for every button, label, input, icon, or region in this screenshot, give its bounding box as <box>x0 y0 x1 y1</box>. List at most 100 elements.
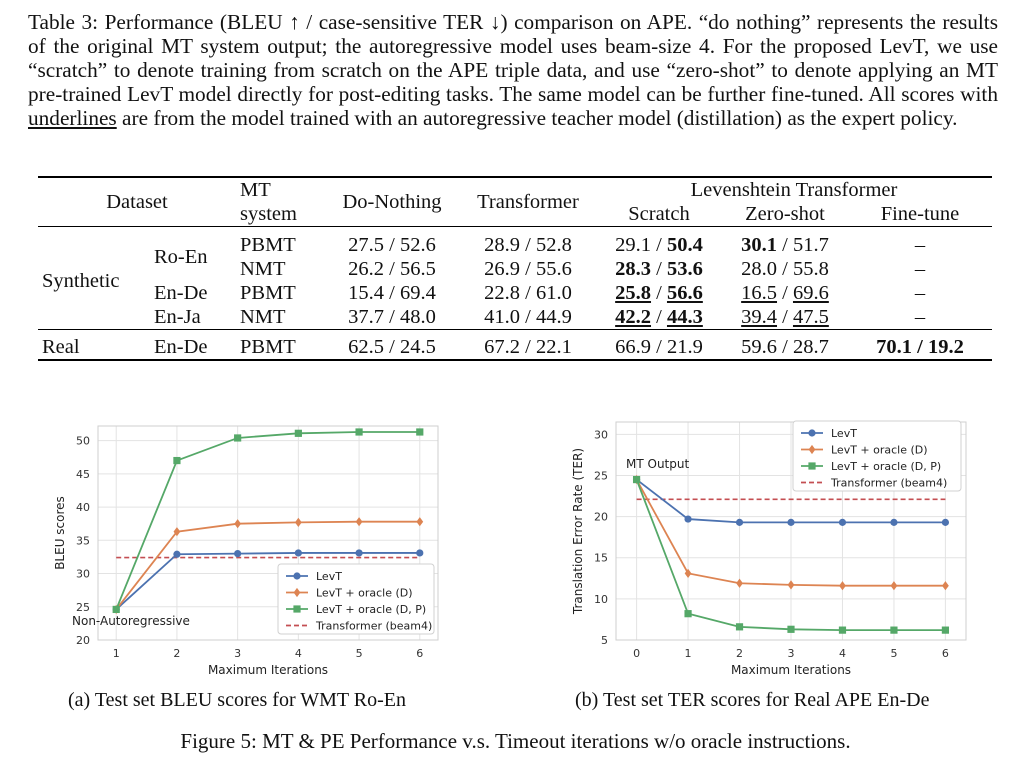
y-tick-label: 30 <box>76 568 90 581</box>
x-tick-label: 2 <box>173 647 180 660</box>
data-point <box>839 581 846 591</box>
pair-cell: En-Ja <box>154 305 201 328</box>
scratch-cell: 25.8 / 56.6 <box>615 281 703 304</box>
zero-shot-cell: 59.6 / 28.7 <box>741 336 829 358</box>
legend-marker <box>808 429 816 437</box>
scratch-cell: 29.1 / 50.4 <box>615 233 703 256</box>
subcaption-a: (a) Test set BLEU scores for WMT Ro-En <box>68 689 406 711</box>
x-tick-label: 6 <box>942 647 949 660</box>
data-point <box>736 578 743 588</box>
zero-shot-cell: 39.4 / 47.5 <box>741 305 829 328</box>
transformer-cell: 28.9 / 52.8 <box>484 233 572 256</box>
plot-frame <box>615 421 967 641</box>
zero-shot-cell: 16.5 / 69.6 <box>741 281 829 304</box>
x-tick-label: 4 <box>295 647 302 660</box>
series-line <box>115 520 420 610</box>
data-point <box>632 475 641 484</box>
y-axis-label: Translation Error Rate (TER) <box>571 448 585 615</box>
y-tick-label: 25 <box>76 601 90 614</box>
subcaption-b: (b) Test set TER scores for Real APE En-… <box>575 689 930 711</box>
data-point <box>890 581 898 591</box>
data-point <box>294 517 302 527</box>
legend-marker <box>808 444 816 455</box>
header-transformer: Transformer <box>477 191 579 213</box>
system-cell: NMT <box>240 305 286 328</box>
legend-label: LevT <box>831 427 857 440</box>
caption-underline-word: underlines <box>28 106 117 130</box>
data-point <box>942 581 949 591</box>
x-axis-label: Maximum Iterations <box>208 663 328 677</box>
scratch-cell: 66.9 / 21.9 <box>615 336 703 358</box>
header-fine-tune: Fine-tune <box>880 203 960 225</box>
header-levt: Levenshtein Transformer <box>690 179 898 201</box>
scratch-cell: 28.3 / 53.6 <box>615 257 703 280</box>
data-point <box>234 519 242 529</box>
series-line <box>115 552 420 611</box>
system-cell: PBMT <box>240 233 296 256</box>
legend-marker <box>293 572 301 580</box>
synthetic-label: Synthetic <box>42 269 120 292</box>
data-point <box>941 518 950 526</box>
fine-tune-cell: – <box>914 305 926 328</box>
data-point <box>735 623 744 631</box>
data-point <box>684 515 692 523</box>
caption-text-2: are from the model trained with an autor… <box>116 106 958 130</box>
data-point <box>173 456 181 465</box>
legend-marker <box>293 605 301 613</box>
x-tick-label: 1 <box>685 647 692 660</box>
zero-shot-cell: 28.0 / 55.8 <box>741 257 829 280</box>
system-cell: PBMT <box>240 281 296 304</box>
y-tick-label: 5 <box>601 634 608 647</box>
plot-frame <box>97 425 439 641</box>
x-tick-label: 3 <box>788 647 795 660</box>
results-table: Dataset MT Do-Nothing Transformer Levens… <box>38 176 992 361</box>
x-tick-label: 2 <box>736 647 743 660</box>
header-dataset: Dataset <box>106 191 168 213</box>
x-tick-label: 3 <box>234 647 241 660</box>
data-point <box>234 550 242 558</box>
fine-tune-cell: – <box>914 257 926 280</box>
data-point <box>838 518 847 526</box>
system-cell: PBMT <box>240 336 296 358</box>
data-point <box>890 518 898 526</box>
pair-cell: En-De <box>154 281 208 304</box>
data-point <box>735 518 744 526</box>
data-point <box>838 626 847 634</box>
table-caption: Table 3: Performance (BLEU ↑ / case-sens… <box>28 10 998 130</box>
x-tick-label: 4 <box>839 647 846 660</box>
header-zero-shot: Zero-shot <box>745 203 825 225</box>
y-tick-label: 10 <box>594 593 608 606</box>
table-row: Synthetic Ro-En PBMT 27.5 / 52.6 28.9 / … <box>38 233 992 292</box>
data-point <box>787 625 795 633</box>
legend-label: LevT + oracle (D) <box>316 587 413 600</box>
data-point <box>173 550 181 558</box>
system-cell: NMT <box>240 257 286 280</box>
fine-tune-cell: – <box>914 233 926 256</box>
y-tick-label: 35 <box>76 534 90 547</box>
y-tick-label: 30 <box>594 428 608 441</box>
data-point <box>684 610 692 618</box>
data-point <box>294 429 302 437</box>
legend-label: LevT + oracle (D, P) <box>831 460 941 473</box>
pair-cell: En-De <box>154 336 208 358</box>
legend-label: LevT <box>316 570 342 583</box>
legend-label: LevT + oracle (D, P) <box>316 603 426 616</box>
do-nothing-cell: 26.2 / 56.5 <box>348 257 436 280</box>
figure-caption: Figure 5: MT & PE Performance v.s. Timeo… <box>180 729 851 753</box>
fine-tune-cell: 70.1 / 19.2 <box>876 336 964 358</box>
data-point <box>416 549 424 557</box>
legend-label: LevT + oracle (D) <box>831 444 928 457</box>
x-tick-label: 0 <box>633 647 640 660</box>
legend-box <box>792 420 962 492</box>
fine-tune-cell: – <box>914 281 926 304</box>
real-label: Real <box>42 336 80 358</box>
table-row: Real En-De PBMT 62.5 / 24.5 67.2 / 22.1 … <box>38 335 992 360</box>
zero-shot-cell: 30.1 / 51.7 <box>741 233 829 256</box>
y-tick-label: 40 <box>76 501 90 514</box>
x-tick-label: 1 <box>113 647 120 660</box>
x-tick-label: 5 <box>356 647 363 660</box>
transformer-cell: 67.2 / 22.1 <box>484 336 572 358</box>
transformer-cell: 26.9 / 55.6 <box>484 257 572 280</box>
data-point <box>890 626 898 634</box>
caption-text-1: Table 3: Performance (BLEU ↑ / case-sens… <box>28 10 998 106</box>
